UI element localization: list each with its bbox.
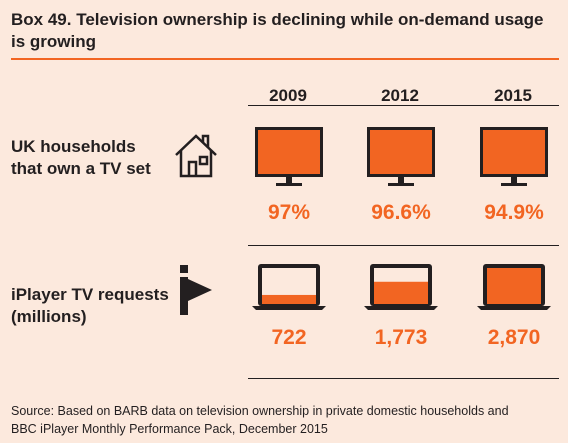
tv-screen [483, 130, 545, 174]
column-header-2012: 2012 [381, 86, 419, 105]
bottom-rule [248, 378, 559, 379]
tv-set-2012 [367, 127, 435, 186]
row-label-iplayer-line-2: (millions) [11, 307, 87, 326]
laptop-fill-bar [262, 294, 316, 304]
source-line-2: BBC iPlayer Monthly Performance Pack, De… [11, 422, 328, 436]
chart-title-line-1: Box 49. Television ownership is declinin… [11, 10, 544, 29]
laptop-base [364, 306, 438, 310]
chart-title: Box 49. Television ownership is declinin… [11, 9, 551, 53]
tv-stand [501, 183, 527, 186]
laptop-fill-bar [374, 281, 428, 304]
iplayer-value-2009: 722 [271, 326, 307, 349]
tv-stand [276, 183, 302, 186]
tv-neck [511, 177, 517, 183]
iplayer-icon [180, 265, 212, 315]
row-label-tv-line-2: that own a TV set [11, 159, 151, 178]
row-divider [248, 245, 559, 246]
iplayer-value-2012: 1,773 [374, 326, 428, 349]
laptop-group [252, 264, 551, 310]
source-note: Source: Based on BARB data on television… [11, 402, 559, 438]
row-label-tv-ownership: UK households that own a TV set [11, 136, 151, 180]
laptop-2015 [477, 264, 551, 310]
laptop-2009 [252, 264, 326, 310]
tv-value-2015: 94.9% [484, 201, 544, 224]
row-label-tv-line-1: UK households [11, 137, 136, 156]
house-icon [175, 134, 217, 178]
tv-screen [370, 130, 432, 174]
tv-set-2015 [480, 127, 548, 186]
tv-neck [286, 177, 292, 183]
tv-set-group [255, 127, 548, 186]
tv-neck [398, 177, 404, 183]
source-line-1: Source: Based on BARB data on television… [11, 404, 509, 418]
laptop-2012 [364, 264, 438, 310]
column-header-2009: 2009 [269, 86, 307, 105]
tv-screen [258, 130, 320, 174]
title-divider [11, 58, 559, 60]
laptop-base [477, 306, 551, 310]
column-header-2015: 2015 [494, 86, 532, 105]
header-rule [248, 105, 559, 106]
row-label-iplayer: iPlayer TV requests (millions) [11, 284, 169, 328]
iplayer-value-2015: 2,870 [487, 326, 541, 349]
tv-value-2009: 97% [267, 201, 311, 224]
tv-value-2012: 96.6% [371, 201, 431, 224]
tv-set-2009 [255, 127, 323, 186]
tv-stand [388, 183, 414, 186]
laptop-fill-bar [487, 268, 541, 304]
laptop-base [252, 306, 326, 310]
chart-title-line-2: is growing [11, 32, 96, 51]
row-label-iplayer-line-1: iPlayer TV requests [11, 285, 169, 304]
